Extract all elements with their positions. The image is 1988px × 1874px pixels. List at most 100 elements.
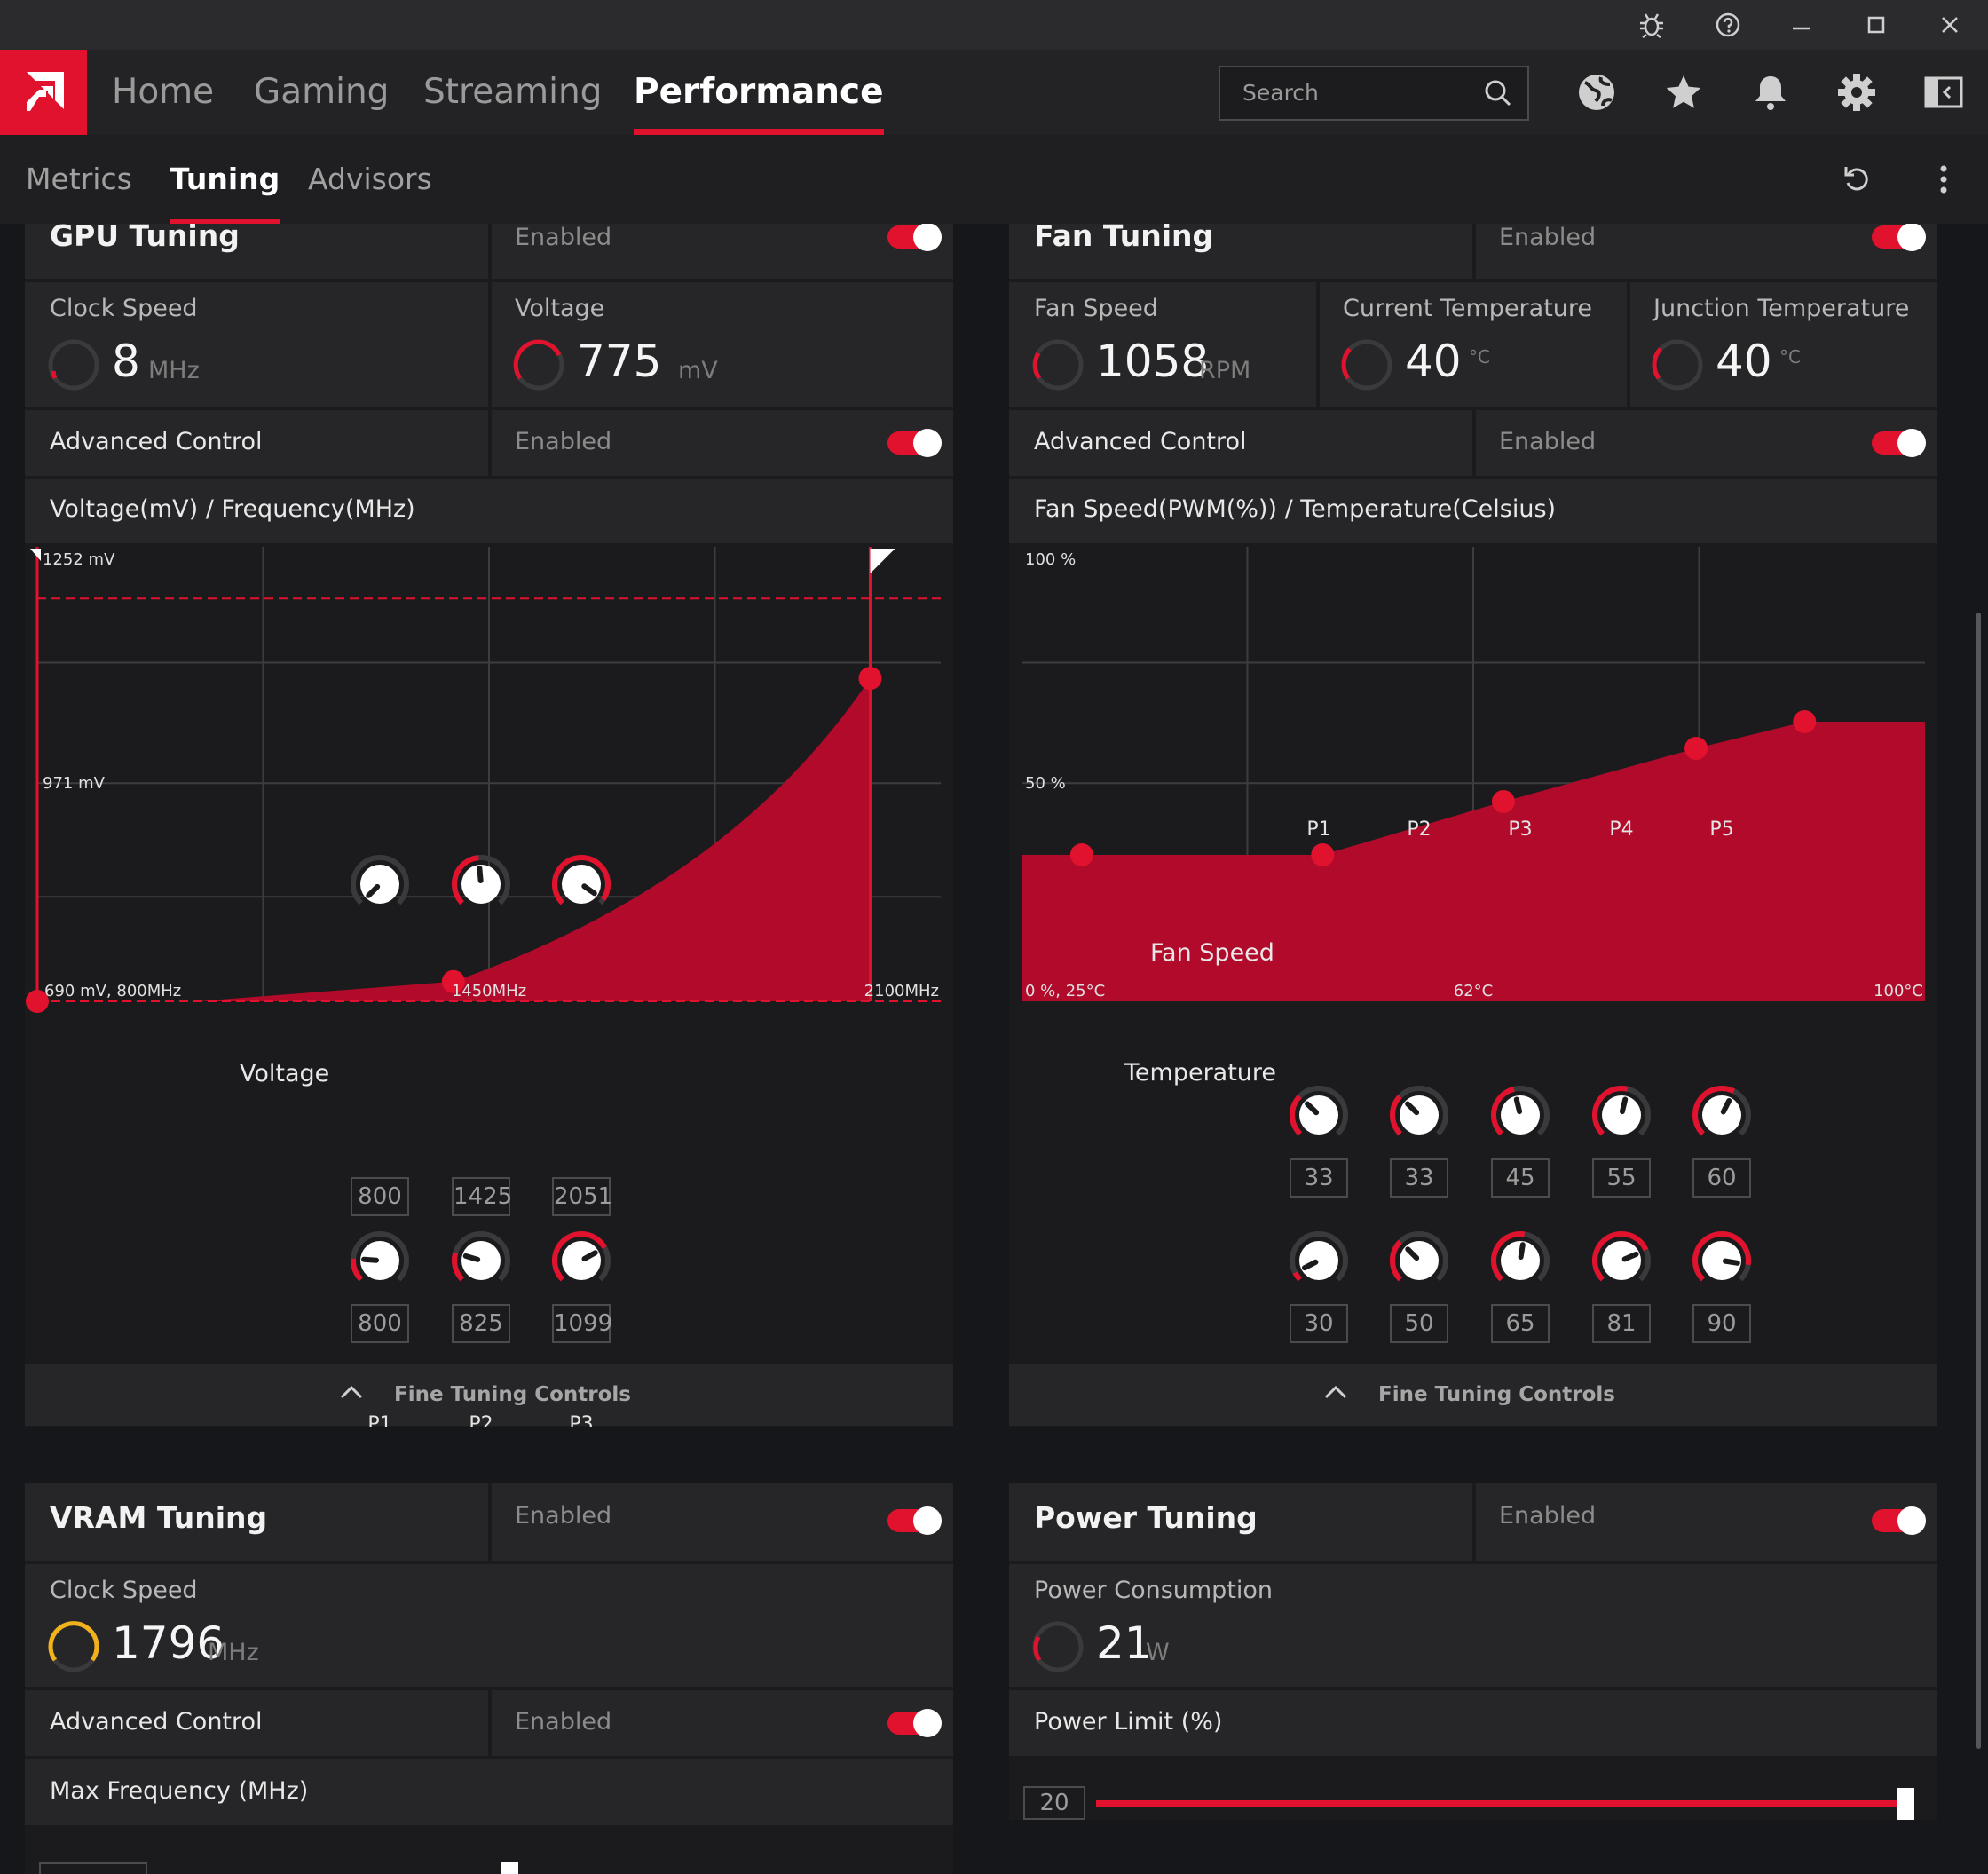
gpu-frequency-input-2[interactable]: 1425	[452, 1177, 512, 1216]
gpu-frequency-input-1[interactable]: 800	[351, 1177, 409, 1216]
chevron-up-icon[interactable]	[339, 1383, 364, 1401]
gpu-min-handle[interactable]	[30, 549, 41, 561]
fan-speed-row-label: Fan Speed	[1150, 939, 1274, 967]
current-temp-gauge	[1341, 339, 1392, 391]
bug-icon[interactable]	[1621, 0, 1683, 50]
subtab-tuning[interactable]: Tuning	[170, 135, 280, 224]
fan-tuning-toggle[interactable]	[1872, 224, 1926, 251]
gpu-curve-point-2[interactable]	[441, 969, 465, 993]
main-nav: Home Gaming Streaming Performance Search	[0, 50, 1988, 135]
power-limit-slider-track[interactable]	[1096, 1800, 1905, 1807]
gpu-chart-title-row: Voltage(mV) / Frequency(MHz)	[25, 479, 953, 543]
fan-advanced-status: Enabled	[1499, 428, 1597, 455]
subtab-advisors[interactable]: Advisors	[308, 162, 432, 196]
gpu-curve-point-1[interactable]	[26, 990, 49, 1013]
amd-logo[interactable]	[0, 50, 87, 135]
nav-tab-performance[interactable]: Performance	[634, 50, 884, 135]
search-input[interactable]: Search	[1242, 80, 1319, 106]
fan-point-label-1: P1	[1306, 818, 1331, 841]
fan-status-cell: Enabled	[1476, 224, 1937, 279]
search-box[interactable]: Search	[1219, 66, 1529, 121]
fan-advanced-row: Advanced Control Enabled	[1009, 410, 1937, 476]
sidebar-icon[interactable]	[1921, 69, 1967, 115]
fan-point-label-3: P3	[1508, 818, 1533, 841]
power-status-label: Enabled	[1499, 1502, 1597, 1530]
gpu-advanced-toggle[interactable]	[888, 429, 942, 457]
gpu-max-handle[interactable]	[870, 549, 895, 573]
fan-temperature-input-3[interactable]: 65	[1491, 1304, 1550, 1343]
subtab-metrics[interactable]: Metrics	[26, 162, 132, 196]
active-subtab-underline	[170, 219, 280, 224]
gpu-tuning-toggle[interactable]	[888, 224, 942, 251]
fan-curve-chart[interactable]: 100 % 50 % 0 %, 25°C 62°C 100°C	[1009, 547, 1937, 1248]
fan-y-tick-max: 100 %	[1025, 550, 1076, 569]
gpu-voltage-input-2[interactable]: 825	[452, 1304, 510, 1343]
star-icon[interactable]	[1661, 69, 1707, 115]
gpu-vf-chart[interactable]: 1252 mV 971 mV 690 mV, 800MHz 1450MHz 2100MH…	[25, 547, 953, 1248]
sub-nav: Metrics Tuning Advisors	[0, 135, 1988, 224]
maximize-icon[interactable]	[1845, 0, 1907, 50]
close-icon[interactable]	[1919, 0, 1981, 50]
knob-pointer	[1301, 1259, 1319, 1271]
gpu-curve-point-3[interactable]	[858, 667, 882, 691]
vram-advanced-status-cell: Enabled	[492, 1690, 953, 1756]
vram-header-row: VRAM Tuning Enabled	[25, 1483, 953, 1561]
fan-fine-tuning-bar[interactable]: Fine Tuning Controls	[1009, 1364, 1937, 1426]
clock-speed-value: 8	[112, 336, 140, 387]
gpu-frequency-input-3[interactable]: 2051	[552, 1177, 612, 1216]
nav-tab-home[interactable]: Home	[112, 72, 215, 112]
vram-max-freq-input[interactable]	[39, 1862, 147, 1874]
fan-temperature-input-5[interactable]: 90	[1692, 1304, 1751, 1343]
fan-temperature-input-4[interactable]: 81	[1592, 1304, 1651, 1343]
vram-max-freq-slider-handle[interactable]	[501, 1862, 518, 1874]
help-icon[interactable]	[1697, 0, 1759, 50]
power-tuning-panel: Power Tuning Enabled Power Consumption 2…	[1009, 1483, 1937, 1820]
fan-curve-point-2[interactable]	[1311, 843, 1335, 866]
reset-icon[interactable]	[1834, 156, 1880, 202]
vram-advanced-toggle[interactable]	[888, 1709, 942, 1737]
knob-pointer	[1621, 1251, 1639, 1262]
fan-speed-input-2[interactable]: 33	[1390, 1158, 1448, 1198]
junction-temp-gauge	[1652, 339, 1703, 391]
fan-advanced-toggle[interactable]	[1872, 429, 1926, 457]
gpu-voltage-input-1[interactable]: 800	[351, 1304, 409, 1343]
globe-icon[interactable]	[1574, 69, 1620, 115]
knob-pointer	[1405, 1246, 1420, 1261]
nav-tab-gaming[interactable]: Gaming	[254, 72, 390, 112]
power-consumption-row: Power Consumption 21 W	[1009, 1564, 1937, 1687]
scrollbar[interactable]	[1976, 613, 1981, 1749]
minimize-icon[interactable]	[1771, 0, 1833, 50]
fan-curve-point-1[interactable]	[1069, 843, 1093, 866]
fan-speed-input-1[interactable]: 33	[1290, 1158, 1348, 1198]
vram-tuning-toggle[interactable]	[888, 1506, 942, 1535]
fan-speed-input-3[interactable]: 45	[1491, 1158, 1550, 1198]
fan-status-label: Enabled	[1499, 224, 1597, 251]
power-limit-slider-handle[interactable]	[1897, 1788, 1914, 1820]
more-vertical-icon[interactable]	[1921, 156, 1967, 202]
fan-temperature-input-1[interactable]: 30	[1290, 1304, 1348, 1343]
fan-curve-point-4[interactable]	[1684, 737, 1708, 760]
gear-icon[interactable]	[1834, 69, 1880, 115]
fan-speed-input-5[interactable]: 60	[1692, 1158, 1751, 1198]
gpu-voltage-input-3[interactable]: 1099	[552, 1304, 612, 1343]
gpu-fine-tuning-label[interactable]: Fine Tuning Controls	[394, 1383, 631, 1406]
gpu-fine-tuning-bar[interactable]: Fine Tuning Controls	[25, 1364, 953, 1426]
gpu-tuning-panel: GPU Tuning Enabled Clock Speed 8 MHz Vol…	[25, 224, 953, 1427]
voltage-unit: mV	[678, 357, 718, 384]
bell-icon[interactable]	[1747, 69, 1794, 115]
fan-speed-input-4[interactable]: 55	[1592, 1158, 1651, 1198]
fan-metrics-row: Fan Speed 1058 RPM Current Temperature 4…	[1009, 282, 1937, 407]
chevron-up-icon[interactable]	[1323, 1383, 1348, 1401]
power-limit-input[interactable]: 20	[1023, 1786, 1085, 1820]
fan-temperature-input-2[interactable]: 50	[1390, 1304, 1448, 1343]
search-icon[interactable]	[1483, 78, 1513, 112]
power-consumption-gauge	[1032, 1621, 1084, 1672]
nav-tab-streaming[interactable]: Streaming	[423, 72, 603, 112]
power-tuning-toggle[interactable]	[1872, 1506, 1926, 1535]
fan-fine-tuning-label[interactable]: Fine Tuning Controls	[1378, 1383, 1615, 1406]
fan-header-row: Fan Tuning Enabled	[1009, 224, 1937, 279]
fan-curve-point-3[interactable]	[1491, 790, 1515, 813]
gpu-point-label-3: P3	[569, 1413, 594, 1427]
fan-curve-point-5[interactable]	[1793, 710, 1817, 733]
